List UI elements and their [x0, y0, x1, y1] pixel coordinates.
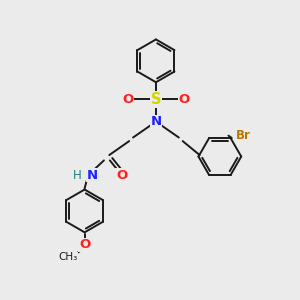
Text: O: O [116, 169, 128, 182]
Text: N: N [150, 115, 161, 128]
Text: Br: Br [236, 129, 251, 142]
Text: CH₃: CH₃ [58, 252, 78, 262]
Text: O: O [178, 93, 190, 106]
Text: H: H [73, 169, 82, 182]
Text: O: O [79, 238, 90, 251]
Text: N: N [87, 169, 98, 182]
Text: S: S [151, 92, 161, 107]
Text: O: O [122, 93, 133, 106]
